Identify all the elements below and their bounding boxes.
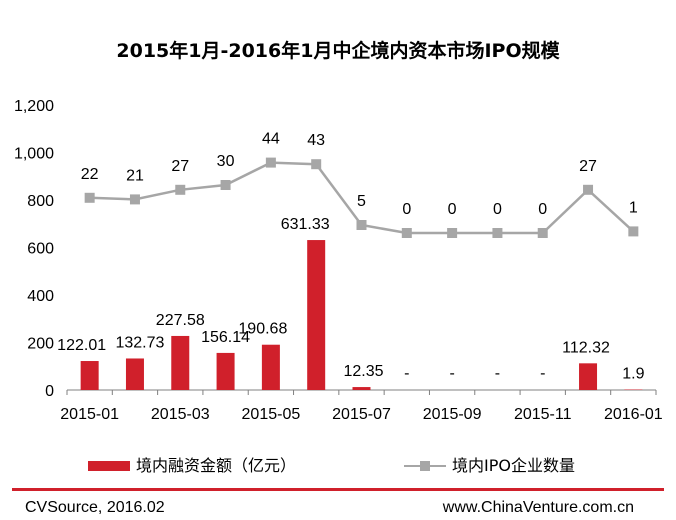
line-data-label: 0 <box>493 201 502 218</box>
line-data-label: 27 <box>579 158 597 175</box>
line-data-label: 0 <box>402 201 411 218</box>
line-marker <box>265 157 276 168</box>
line-data-label: 30 <box>217 153 235 170</box>
bar-data-label: - <box>449 365 454 382</box>
bar-data-label: 132.73 <box>115 334 164 351</box>
line-data-label: 5 <box>357 193 366 210</box>
bar <box>261 344 280 390</box>
bar <box>125 358 144 390</box>
legend-bar-swatch <box>88 461 130 471</box>
x-tick-label: 2015-03 <box>151 406 210 423</box>
y-tick-label: 1,200 <box>14 98 54 115</box>
line-marker <box>401 228 412 238</box>
footer-source: CVSource, 2016.02 <box>25 499 165 516</box>
x-tick-label: 2015-07 <box>332 406 391 423</box>
bar <box>579 363 598 390</box>
line-marker <box>311 159 322 170</box>
bar-data-label: 227.58 <box>156 312 205 329</box>
line-marker <box>492 228 503 238</box>
bar-series <box>80 240 643 390</box>
line-data-labels: 22 21 27 30 44 43 5 0 0 0 0 27 1 <box>81 131 638 218</box>
line-marker <box>220 180 231 190</box>
line-data-label: 0 <box>448 201 457 218</box>
line-data-label: 44 <box>262 131 280 148</box>
bar-data-label: - <box>495 365 500 382</box>
bar-data-label: 190.68 <box>238 321 287 338</box>
y-tick-label: 1,000 <box>14 146 54 163</box>
x-tick-label: 2015-05 <box>242 406 301 423</box>
x-tick-label: 2015-11 <box>514 406 572 423</box>
footer-website: www.ChinaVenture.com.cn <box>442 499 634 516</box>
line-marker <box>447 228 458 238</box>
bar-data-label: 156.14 <box>201 329 250 346</box>
y-tick-label: 200 <box>27 336 54 353</box>
bar <box>171 335 190 390</box>
line-marker <box>583 184 594 195</box>
legend-bar-label: 境内融资金额（亿元） <box>136 456 296 475</box>
line-data-label: 21 <box>126 167 144 184</box>
x-tick-label: 2015-01 <box>60 406 119 423</box>
line-data-label: 22 <box>81 166 99 183</box>
bar <box>352 387 371 390</box>
y-tick-label: 800 <box>27 193 54 210</box>
x-tick-label: 2016-01 <box>604 406 663 423</box>
chart-title: 2015年1月-2016年1月中企境内资本市场IPO规模 <box>116 39 560 62</box>
x-axis-ticks <box>66 390 657 395</box>
y-tick-label: 400 <box>27 288 54 305</box>
x-tick-label: 2015-09 <box>423 406 482 423</box>
line-marker <box>628 226 639 237</box>
y-tick-label: 0 <box>45 383 54 400</box>
line-data-label: 43 <box>307 132 325 149</box>
bar-data-label: - <box>404 365 409 382</box>
y-tick-label: 600 <box>27 241 54 258</box>
line-data-label: 27 <box>171 158 189 175</box>
line-marker <box>356 220 367 230</box>
bar-data-label: 12.35 <box>343 363 383 380</box>
bar-data-label: 631.33 <box>281 216 330 233</box>
y-axis-tick-labels: 0 200 400 600 800 1,000 1,200 <box>14 98 54 400</box>
legend-line-label: 境内IPO企业数量 <box>452 456 575 475</box>
line-data-label: 1 <box>629 199 638 216</box>
line-marker <box>129 194 140 205</box>
bar-data-label: 122.01 <box>57 337 106 354</box>
line-data-label: 0 <box>538 201 547 218</box>
line-series <box>84 157 639 238</box>
bar <box>216 352 235 390</box>
bar-data-label: 112.32 <box>562 339 610 356</box>
line-marker <box>175 184 186 195</box>
legend-line-marker <box>420 461 430 471</box>
bar-data-label: 1.9 <box>622 366 644 383</box>
line-marker <box>84 192 95 203</box>
line-marker <box>537 228 548 238</box>
bar <box>80 361 99 390</box>
x-axis-tick-labels: 2015-01 2015-03 2015-05 2015-07 2015-09 2015-… <box>60 406 663 423</box>
footer-separator <box>12 488 664 491</box>
bar-data-label: - <box>540 365 545 382</box>
bar <box>307 240 326 390</box>
legend: 境内融资金额（亿元） 境内IPO企业数量 <box>88 456 575 475</box>
